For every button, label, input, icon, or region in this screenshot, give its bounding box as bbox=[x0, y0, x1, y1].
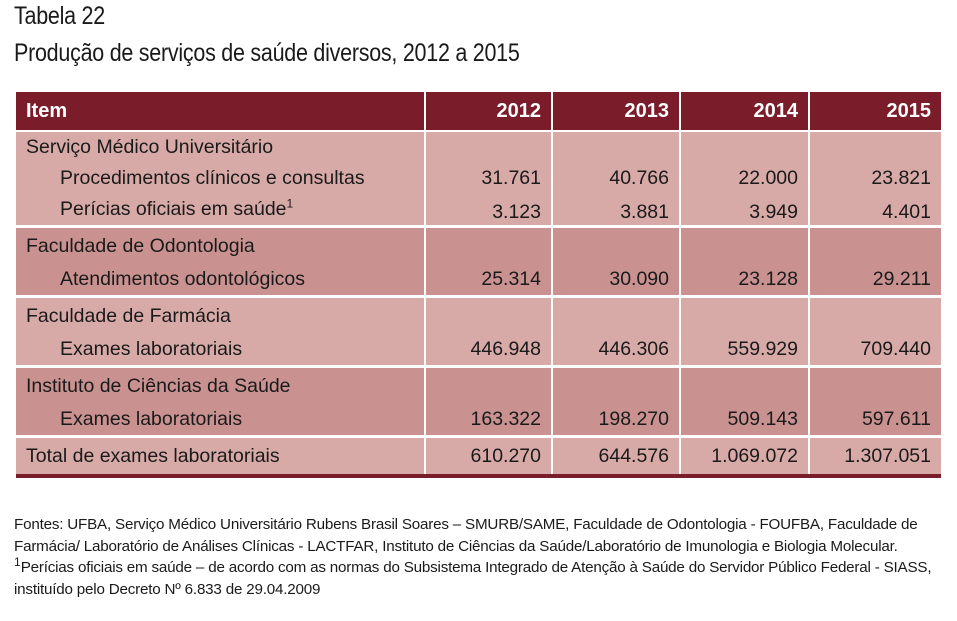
group-row: Faculdade de Odontologia bbox=[16, 226, 941, 264]
table-row: Exames laboratoriais 446.948 446.306 559… bbox=[16, 334, 941, 368]
group-name: Serviço Médico Universitário bbox=[16, 131, 426, 163]
total-row: Total de exames laboratoriais 610.270 64… bbox=[16, 436, 941, 478]
footnote-mark: 1 bbox=[286, 196, 294, 211]
cell-2015: 4.401 bbox=[809, 194, 941, 228]
group-name: Faculdade de Farmácia bbox=[16, 296, 426, 334]
row-label: Atendimentos odontológicos bbox=[60, 268, 305, 290]
header-item: Item bbox=[16, 92, 426, 132]
row-label: Procedimentos clínicos e consultas bbox=[60, 167, 365, 189]
group-row: Serviço Médico Universitário bbox=[16, 131, 941, 163]
data-table: Item 2012 2013 2014 2015 Serviço Médico … bbox=[16, 92, 941, 478]
cell-2014: 559.929 bbox=[680, 334, 810, 368]
total-2013: 644.576 bbox=[552, 436, 681, 478]
cell-2015: 597.611 bbox=[809, 404, 941, 438]
header-2014: 2014 bbox=[680, 92, 810, 132]
row-label: Perícias oficiais em saúde bbox=[60, 198, 287, 220]
row-label: Exames laboratoriais bbox=[60, 338, 243, 360]
total-2014: 1.069.072 bbox=[680, 436, 810, 478]
header-2015: 2015 bbox=[809, 92, 941, 132]
header-row: Item 2012 2013 2014 2015 bbox=[16, 92, 941, 132]
cell-2015: 23.821 bbox=[809, 163, 941, 194]
footnote-mark: 1 bbox=[14, 554, 21, 569]
cell-2012: 163.322 bbox=[425, 404, 553, 438]
cell-2012: 31.761 bbox=[425, 163, 553, 194]
row-label: Exames laboratoriais bbox=[60, 408, 243, 430]
cell-2012: 446.948 bbox=[425, 334, 553, 368]
group-row: Instituto de Ciências da Saúde bbox=[16, 366, 941, 404]
cell-2014: 509.143 bbox=[680, 404, 810, 438]
table-row: Perícias oficiais em saúde1 3.123 3.881 … bbox=[16, 194, 941, 228]
total-label: Total de exames laboratoriais bbox=[16, 436, 426, 478]
cell-2013: 3.881 bbox=[552, 194, 681, 228]
table-row: Atendimentos odontológicos 25.314 30.090… bbox=[16, 264, 941, 298]
sources-text: Fontes: UFBA, Serviço Médico Universitár… bbox=[14, 516, 918, 555]
group-name: Instituto de Ciências da Saúde bbox=[16, 366, 426, 404]
cell-2013: 40.766 bbox=[552, 163, 681, 194]
cell-2013: 198.270 bbox=[552, 404, 681, 438]
footnote-text: Perícias oficiais em saúde – de acordo c… bbox=[14, 559, 932, 598]
group-row: Faculdade de Farmácia bbox=[16, 296, 941, 334]
table-title: Produção de serviços de saúde diversos, … bbox=[14, 39, 520, 67]
table-row: Exames laboratoriais 163.322 198.270 509… bbox=[16, 404, 941, 438]
cell-2014: 23.128 bbox=[680, 264, 810, 298]
cell-2014: 3.949 bbox=[680, 194, 810, 228]
cell-2012: 25.314 bbox=[425, 264, 553, 298]
cell-2012: 3.123 bbox=[425, 194, 553, 228]
table-label: Tabela 22 bbox=[14, 2, 105, 30]
cell-2014: 22.000 bbox=[680, 163, 810, 194]
group-name: Faculdade de Odontologia bbox=[16, 226, 426, 264]
cell-2013: 30.090 bbox=[552, 264, 681, 298]
source-notes: Fontes: UFBA, Serviço Médico Universitár… bbox=[14, 514, 954, 600]
total-2012: 610.270 bbox=[425, 436, 553, 478]
header-2013: 2013 bbox=[552, 92, 681, 132]
cell-2015: 709.440 bbox=[809, 334, 941, 368]
table-row: Procedimentos clínicos e consultas 31.76… bbox=[16, 163, 941, 194]
header-2012: 2012 bbox=[425, 92, 553, 132]
total-2015: 1.307.051 bbox=[809, 436, 941, 478]
cell-2015: 29.211 bbox=[809, 264, 941, 298]
cell-2013: 446.306 bbox=[552, 334, 681, 368]
